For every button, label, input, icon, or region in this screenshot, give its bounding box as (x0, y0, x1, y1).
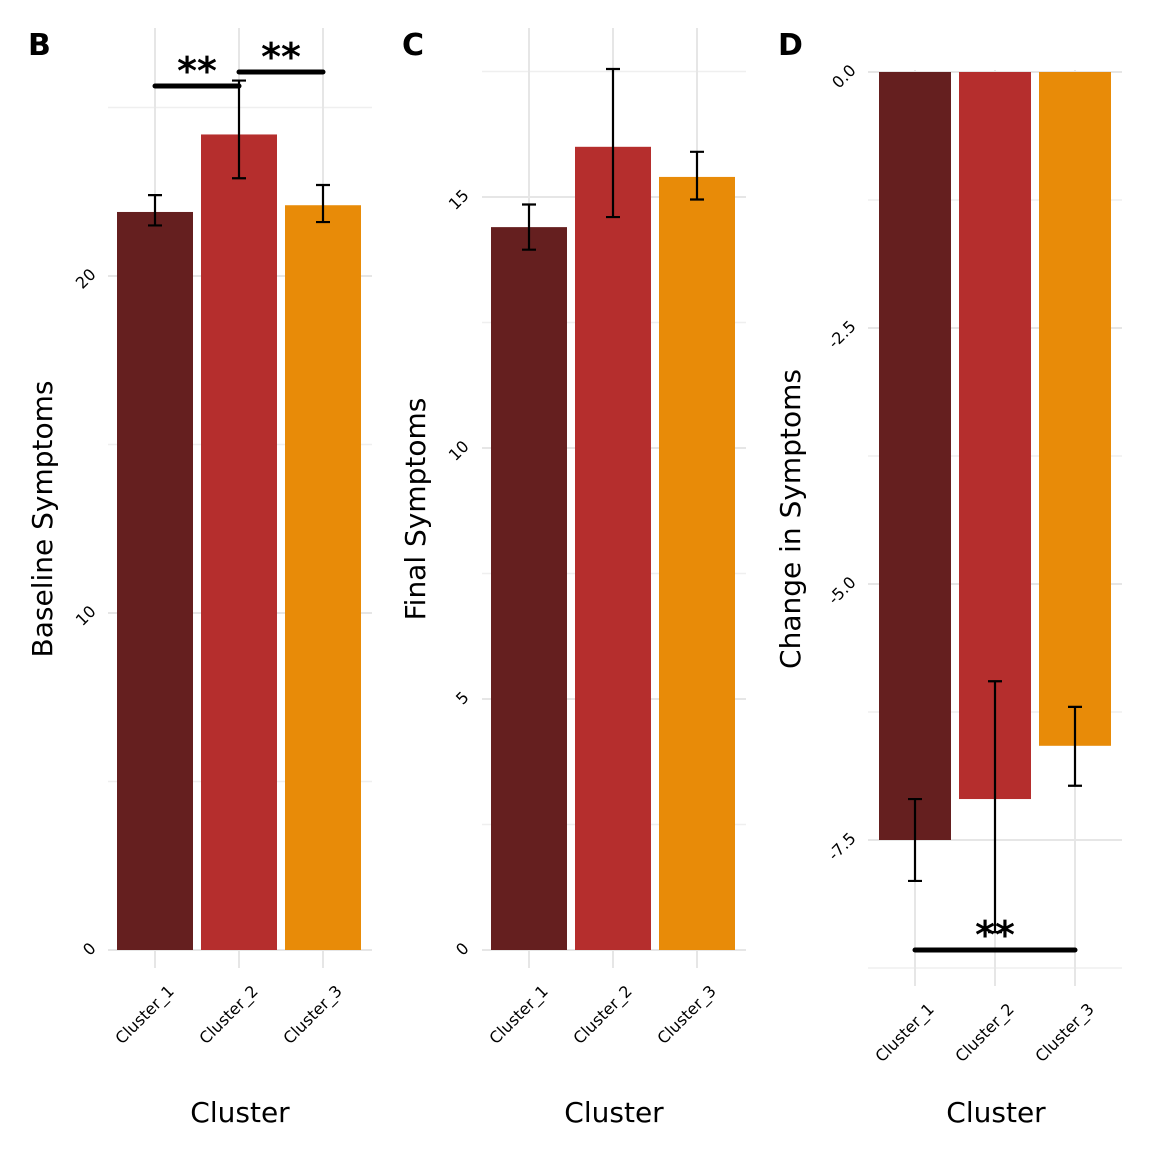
y-tick-label: 0 (452, 939, 473, 960)
x-axis-title: Cluster (190, 1096, 290, 1129)
x-tick-label: Cluster_3 (653, 981, 720, 1048)
error-bar (148, 194, 162, 227)
panel-c: 0 5 10 15 Cluster_1 Cluster_2 Cluster_3 Cluster… (399, 28, 746, 1129)
y-tick-label: 10 (72, 602, 100, 630)
x-tick-label: Cluster_1 (111, 981, 178, 1048)
error-bar (908, 797, 922, 883)
bar-cluster-1 (491, 227, 567, 950)
x-tick-label: Cluster_1 (485, 981, 552, 1048)
y-axis-title: Baseline Symptoms (26, 381, 59, 658)
y-tick-label: -7.5 (824, 829, 860, 865)
error-bar (316, 183, 330, 224)
bar-cluster-2 (575, 146, 651, 951)
error-bar (1068, 705, 1082, 787)
error-bar (690, 150, 704, 201)
error-bar (522, 203, 536, 251)
x-tick-label: Cluster_2 (569, 981, 636, 1048)
x-axis-title: Cluster (564, 1096, 664, 1129)
bar-cluster-1 (879, 72, 951, 840)
error-bar (606, 67, 620, 219)
y-tick-label: 20 (72, 265, 100, 293)
bar-cluster-1 (117, 211, 193, 951)
bar-cluster-3 (659, 176, 735, 951)
bar-cluster-3 (285, 205, 361, 951)
y-tick-label: 5 (452, 688, 473, 709)
y-tick-label: -2.5 (824, 317, 860, 353)
y-tick-label: 15 (445, 186, 473, 214)
x-tick-label: Cluster_3 (1031, 999, 1098, 1066)
y-axis-title: Change in Symptoms (774, 369, 807, 669)
bar-cluster-3 (1039, 72, 1111, 746)
significance-label: ** (975, 913, 1015, 957)
bar-cluster-2 (201, 134, 277, 950)
panel-b: 0 10 20 Cluster_1 Cluster_2 Cluster_3 ** ** Clus… (26, 28, 372, 1129)
panel-letter: D (778, 28, 803, 63)
error-bar (232, 79, 246, 180)
y-tick-label: -5.0 (824, 573, 860, 609)
x-tick-label: Cluster_3 (279, 981, 346, 1048)
bar-cluster-2 (959, 72, 1031, 800)
error-bar (988, 680, 1002, 934)
x-axis-title: Cluster (946, 1096, 1046, 1129)
x-tick-label: Cluster_2 (195, 981, 262, 1048)
y-tick-label: 0 (79, 939, 100, 960)
significance-label: ** (261, 35, 301, 79)
x-tick-label: Cluster_2 (951, 999, 1018, 1066)
y-tick-label: 0.0 (828, 61, 859, 92)
significance-label: ** (177, 49, 217, 93)
y-axis-title: Final Symptoms (399, 398, 432, 621)
panel-letter: C (402, 28, 424, 63)
panel-letter: B (28, 28, 51, 63)
x-tick-label: Cluster_1 (871, 999, 938, 1066)
y-tick-label: 10 (445, 437, 473, 465)
